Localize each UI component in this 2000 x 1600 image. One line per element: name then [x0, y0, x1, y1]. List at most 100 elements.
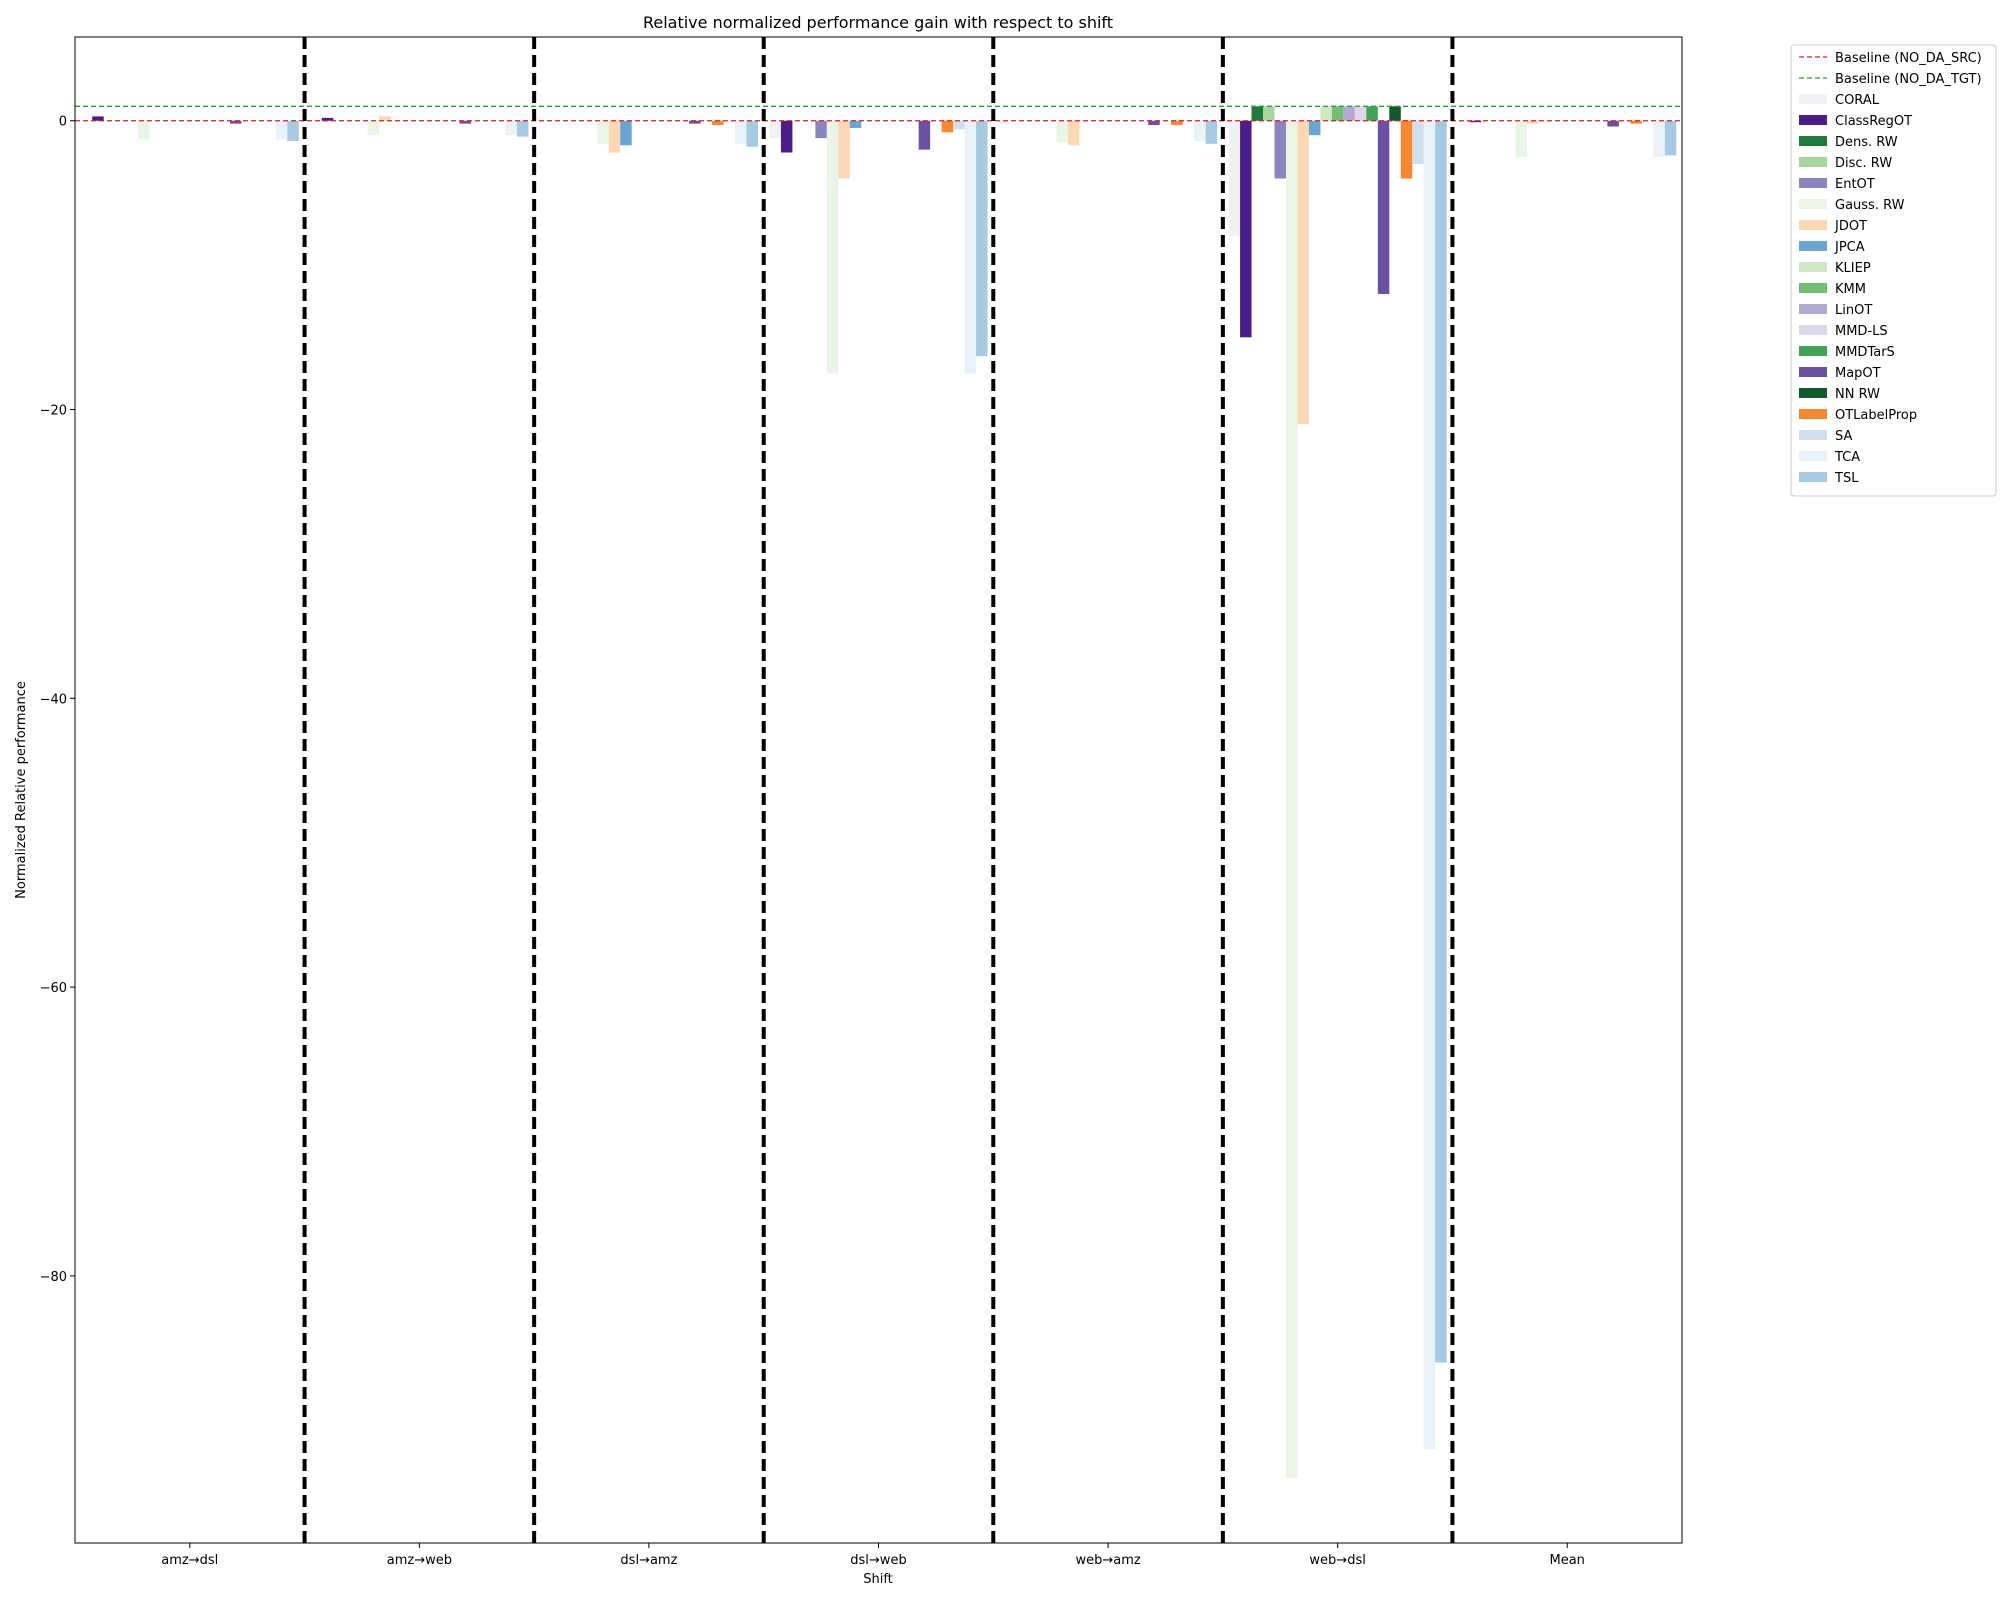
bar — [712, 120, 724, 126]
bar — [735, 120, 747, 144]
y-tick-label: −60 — [40, 981, 67, 996]
bar — [1354, 106, 1367, 121]
bar — [1389, 106, 1401, 121]
y-tick-label: −40 — [40, 692, 67, 707]
bar — [1653, 120, 1665, 157]
series-mmdtars — [1366, 106, 1378, 121]
legend-label: Disc. RW — [1835, 156, 1892, 171]
series-gauss-rw — [138, 120, 1528, 1479]
y-tick-label: −80 — [40, 1270, 67, 1285]
plot-area — [75, 37, 1682, 1543]
legend-swatch — [1799, 94, 1827, 104]
legend-label: KLIEP — [1835, 261, 1871, 276]
legend-label: MapOT — [1835, 366, 1881, 381]
legend-swatch — [1799, 241, 1827, 251]
legend-swatch — [1799, 409, 1827, 419]
bar — [1331, 106, 1344, 121]
legend-label: MMD-LS — [1835, 324, 1888, 339]
bar — [953, 120, 965, 130]
bar — [287, 120, 299, 141]
legend-label: Dens. RW — [1835, 135, 1898, 150]
bar — [1400, 120, 1413, 179]
y-axis-label: Normalized Relative performance — [14, 681, 29, 899]
legend-swatch — [1799, 367, 1827, 377]
bar — [1308, 120, 1321, 136]
bar — [1148, 120, 1160, 126]
legend-swatch — [1799, 346, 1827, 356]
legend-swatch — [1799, 262, 1827, 272]
series-sa — [953, 120, 1424, 165]
bar — [608, 120, 621, 153]
x-tick-label: dsl→web — [850, 1553, 906, 1568]
bar — [1527, 120, 1539, 124]
legend-label: Baseline (NO_DA_TGT) — [1835, 72, 1982, 87]
bar — [1205, 120, 1218, 144]
series-tsl — [287, 120, 1677, 1363]
legend-label: KMM — [1835, 282, 1866, 297]
bar — [780, 120, 793, 153]
bar — [1056, 120, 1068, 143]
legend-label: NN RW — [1835, 387, 1880, 402]
series-entot — [815, 120, 1286, 179]
legend-swatch — [1799, 304, 1827, 314]
bar — [597, 120, 609, 144]
legend-label: TCA — [1834, 450, 1860, 465]
x-tick-label: web→amz — [1075, 1553, 1140, 1568]
chart-title: Relative normalized performance gain wit… — [643, 13, 1113, 32]
bar — [1285, 120, 1298, 1479]
legend-swatch — [1799, 136, 1827, 146]
bar — [1228, 120, 1241, 237]
bar — [1171, 120, 1183, 126]
bar — [815, 120, 827, 139]
bar — [1412, 120, 1424, 165]
bar — [1423, 120, 1436, 1450]
series-classregot — [92, 116, 1482, 338]
y-tick-label: 0 — [59, 115, 67, 130]
bar — [999, 120, 1011, 124]
bar — [1240, 120, 1252, 338]
bar — [964, 120, 977, 374]
bar — [1297, 120, 1309, 424]
bar — [689, 120, 701, 124]
bar — [849, 120, 862, 128]
legend-label: EntOT — [1835, 177, 1875, 192]
bar — [1366, 106, 1378, 121]
series-kmm — [1331, 106, 1344, 121]
legend-label: Baseline (NO_DA_SRC) — [1835, 51, 1982, 66]
legend-swatch — [1799, 430, 1827, 440]
x-tick-label: amz→web — [387, 1553, 452, 1568]
bar — [1263, 106, 1275, 121]
legend-swatch — [1799, 388, 1827, 398]
series-otlabelprop — [712, 120, 1642, 179]
bar — [1607, 120, 1619, 127]
bar — [826, 120, 839, 374]
series-kliep — [1320, 106, 1332, 121]
series-mapot — [229, 120, 1619, 295]
bar — [459, 120, 472, 124]
bar — [1251, 106, 1264, 121]
bar — [367, 120, 380, 136]
bar — [769, 120, 781, 139]
bar — [229, 120, 242, 124]
x-tick-label: Mean — [1550, 1553, 1585, 1568]
bar — [1469, 120, 1482, 123]
bar — [620, 120, 632, 146]
bar — [746, 120, 758, 147]
bar — [838, 120, 850, 179]
bar — [1320, 106, 1332, 121]
legend-swatch — [1799, 325, 1827, 335]
y-axis: 0 −20 −40 −60 −80 — [40, 115, 75, 1285]
bar — [941, 120, 954, 133]
bar — [1458, 120, 1470, 123]
legend-label: CORAL — [1835, 93, 1880, 108]
bar — [516, 120, 529, 137]
legend: Baseline (NO_DA_SRC) Baseline (NO_DA_TGT)… — [1790, 44, 1997, 497]
x-tick-label: dsl→amz — [620, 1553, 677, 1568]
bar — [275, 120, 288, 140]
x-axis-label: Shift — [863, 1572, 893, 1587]
bar — [138, 120, 150, 140]
y-tick-label: −20 — [40, 404, 67, 419]
legend-swatch — [1799, 157, 1827, 167]
legend-swatch — [1799, 199, 1827, 209]
